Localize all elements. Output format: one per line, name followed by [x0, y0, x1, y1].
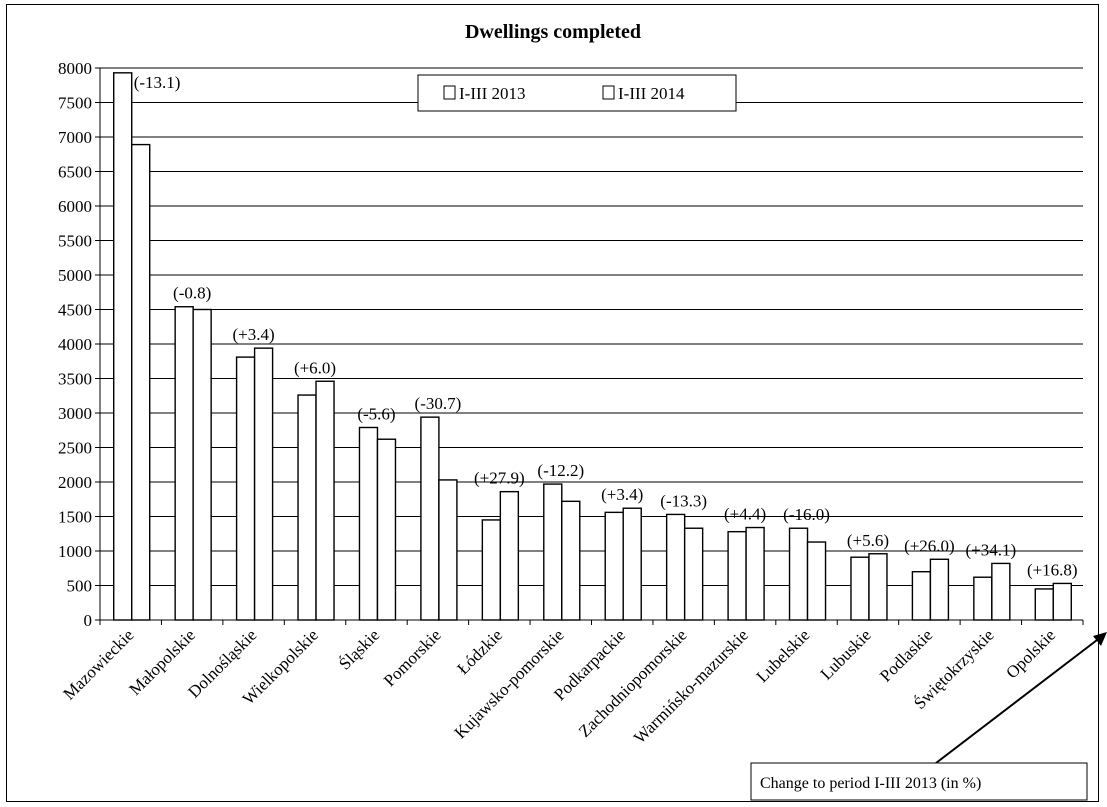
- bar-2014: [745, 526, 765, 621]
- bar-2014: [499, 490, 520, 621]
- y-tick-label: 2000: [58, 473, 92, 492]
- legend: I-III 2013 I-III 2014: [417, 74, 737, 112]
- annotation-arrow-line: [935, 636, 1102, 764]
- legend-label-2014: I-III 2014: [618, 84, 685, 103]
- bar-2013: [727, 530, 747, 621]
- y-tick-label: 6500: [58, 163, 92, 182]
- category-label: Podlaskie: [876, 625, 936, 685]
- bar-2013: [665, 513, 686, 621]
- y-tick-label: 4500: [58, 301, 92, 320]
- category-label: Warmińsko-mazurskie: [630, 625, 752, 747]
- category-label: Łódzkie: [453, 625, 506, 678]
- legend-label-2013: I-III 2013: [459, 84, 526, 103]
- bar-2013: [788, 527, 809, 621]
- y-tick-label: 5000: [58, 266, 92, 285]
- change-label: (+4.4): [724, 505, 766, 524]
- change-label: (+34.1): [966, 540, 1017, 559]
- y-tick-label: 1500: [58, 508, 92, 527]
- annotation-box: [750, 762, 1088, 801]
- bar-2013: [297, 394, 317, 621]
- y-tick-label: 3500: [58, 370, 92, 389]
- bar-2013: [543, 483, 563, 621]
- bar-2014: [1052, 582, 1072, 621]
- y-tick-label: 6000: [58, 197, 92, 216]
- change-label: (+16.8): [1027, 560, 1078, 579]
- category-label: Pomorskie: [380, 625, 445, 690]
- bar-2014: [806, 541, 827, 621]
- annotation-text: Change to period I-III 2013 (in %): [760, 775, 981, 792]
- change-label: (-13.1): [134, 73, 181, 92]
- change-label: (-30.7): [415, 394, 462, 413]
- bar-2013: [911, 571, 932, 621]
- legend-box: [417, 74, 737, 112]
- y-tick-label: 1000: [58, 542, 92, 561]
- bar-2014: [438, 479, 458, 621]
- category-label: Zachodniopomorskie: [575, 625, 691, 741]
- bar-2013: [113, 72, 133, 621]
- bar-2014: [561, 500, 581, 621]
- category-label: Mazowieckie: [59, 625, 137, 703]
- y-tick-label: 500: [67, 577, 93, 596]
- y-tick-label: 7000: [58, 128, 92, 147]
- y-axis-ticks: 0 500 1000 1500 2000 2500 3000 3500 4000 4500 5000…: [58, 59, 1084, 630]
- change-label: (+5.6): [847, 531, 889, 550]
- bar-2014: [315, 380, 335, 621]
- category-label: Lubuskie: [817, 625, 875, 683]
- y-tick-label: 5500: [58, 232, 92, 251]
- bar-2014: [683, 527, 704, 621]
- change-labels: (-13.1) (-0.8) (+3.4) (+6.0) (-5.6) (-30.7) (+…: [134, 73, 1078, 579]
- y-tick-label: 7500: [58, 94, 92, 113]
- change-label: (+26.0): [904, 536, 955, 555]
- bar-2014: [131, 143, 151, 621]
- y-tick-label: 2500: [58, 439, 92, 458]
- bar-2014: [253, 347, 274, 621]
- arrow-head-icon: [1093, 632, 1107, 646]
- change-label: (+6.0): [294, 358, 336, 377]
- bar-2013: [174, 306, 194, 621]
- bar-2014: [991, 562, 1011, 621]
- bar-2014: [376, 438, 397, 621]
- bar-2013: [235, 356, 256, 621]
- category-label: Śląskie: [335, 625, 383, 673]
- category-label: Kujawsko-pomorskie: [451, 625, 568, 742]
- bar-2013: [850, 556, 870, 621]
- bar-2013: [973, 576, 993, 621]
- change-label: (+27.9): [474, 469, 525, 488]
- change-annotation: Change to period I-III 2013 (in %): [750, 632, 1107, 801]
- y-tick-label: 8000: [58, 59, 92, 78]
- y-tick-label: 0: [84, 611, 93, 630]
- bar-2014: [192, 308, 212, 621]
- x-axis-labels: MazowieckieMałopolskieDolnośląskieWielko…: [59, 625, 1059, 747]
- bar-2013: [481, 519, 502, 621]
- bar-2014: [868, 553, 888, 621]
- bar-2014: [622, 507, 642, 621]
- change-label: (+3.4): [233, 325, 275, 344]
- change-label: (+3.4): [601, 485, 643, 504]
- chart-title: Dwellings completed: [465, 21, 641, 43]
- category-label: Lubelskie: [753, 625, 814, 686]
- legend-swatch-2014: [602, 85, 615, 100]
- bar-2013: [420, 416, 440, 621]
- bar-2013: [1034, 588, 1054, 621]
- change-label: (-5.6): [357, 404, 395, 423]
- legend-swatch-2013: [443, 85, 456, 100]
- bar-2013: [604, 511, 624, 621]
- change-label: (-16.0): [783, 505, 830, 524]
- change-label: (-0.8): [173, 284, 211, 303]
- bar-2013: [358, 426, 379, 621]
- change-label: (-12.2): [537, 461, 584, 480]
- change-label: (-13.3): [660, 491, 707, 510]
- bar-2014: [929, 558, 950, 621]
- y-tick-label: 4000: [58, 335, 92, 354]
- y-tick-label: 3000: [58, 404, 92, 423]
- category-label: Opolskie: [1002, 625, 1059, 682]
